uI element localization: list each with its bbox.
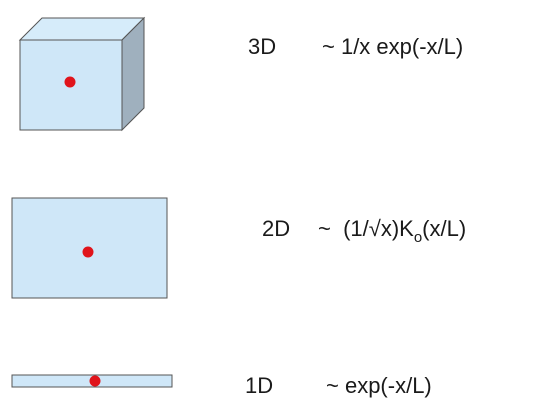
formula-tail: (x/L) — [422, 216, 466, 241]
formula: ~ exp(-x/L) — [326, 373, 432, 398]
source-point — [64, 76, 76, 88]
line-strip — [11, 374, 173, 388]
plane — [11, 197, 168, 299]
cube — [18, 16, 146, 132]
dimension-label: 2D — [262, 216, 290, 241]
formula-main: ~ (1/√x)K — [318, 216, 414, 241]
source-point — [82, 246, 94, 258]
formula: ~ (1/√x)Ko(x/L) — [318, 216, 466, 246]
formula: ~ 1/x exp(-x/L) — [322, 34, 463, 59]
formula-subscript: o — [414, 229, 422, 246]
dimension-label: 1D — [245, 373, 273, 398]
dimension-label: 3D — [248, 34, 276, 59]
source-point — [89, 375, 101, 387]
